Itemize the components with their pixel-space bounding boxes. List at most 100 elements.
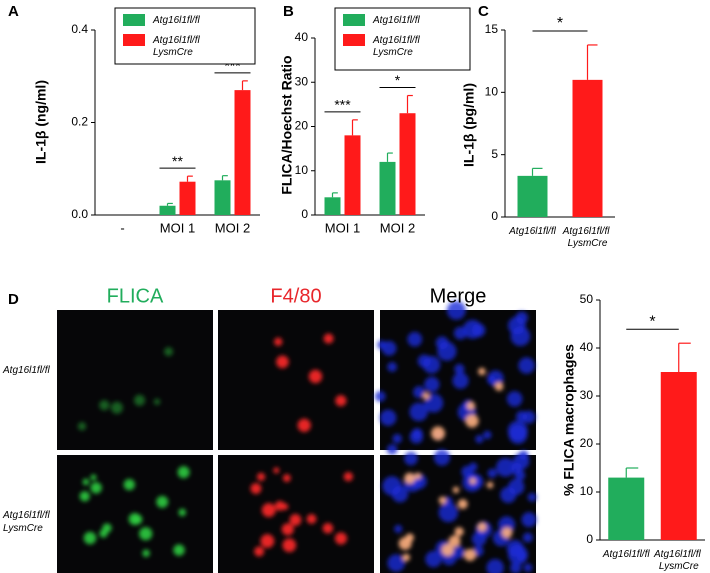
x-tick-label: Atg16l1fl/fl [602,549,650,560]
legend-swatch [123,34,145,46]
cell [90,482,102,494]
y-tick-label: 10 [485,85,499,99]
nucleus [454,363,465,375]
nucleus [435,336,449,350]
nucleus [387,554,406,572]
cell [477,522,487,532]
nucleus [404,451,418,466]
cell [457,499,468,510]
legend-label: Atg16l1fl/fl [152,15,200,26]
nucleus [510,326,531,347]
cell [142,549,150,557]
cell [335,395,347,407]
cell [343,471,353,482]
nucleus [496,457,516,477]
cell [276,355,289,369]
error-bar [406,94,413,114]
nucleus [506,391,523,407]
nucleus [507,420,528,441]
y-tick-label: 20 [580,436,594,450]
nucleus [446,300,466,320]
x-tick-label: MOI 2 [215,220,250,235]
y-tick-label: 15 [485,22,499,36]
cell [289,514,302,526]
cell [164,347,174,357]
y-tick-label: 30 [295,74,309,88]
bar [660,372,697,540]
cells [374,300,536,455]
nucleus [382,476,402,496]
nucleus [394,524,403,534]
nucleus [374,390,386,402]
x-tick-label: Atg16l1fl/fl LysmCre [562,226,612,249]
nucleus [516,551,527,562]
cell [90,474,97,481]
nucleus [514,470,526,481]
nucleus [518,357,535,374]
y-axis-label: % FLICA macrophages [561,344,577,496]
nucleus [407,331,423,347]
cell [404,472,416,484]
cell [465,414,479,428]
error-bar [678,342,691,372]
y-tick-label: 0 [586,532,593,546]
cell [99,400,110,411]
cell [153,398,161,406]
cell [273,467,280,474]
nucleus [379,409,397,426]
cell [414,472,422,480]
error-bar [351,119,358,136]
legend-swatch [123,14,145,26]
error-bar [531,167,543,176]
legend-label: Atg16l1fl/fl [372,15,420,26]
y-tick-label: 5 [491,147,498,161]
cell [405,533,414,542]
cell [133,394,146,406]
cell [139,527,153,541]
nucleus [523,563,533,573]
bar [159,205,176,215]
image-row-label: Atg16l1fl/fl [2,365,50,376]
panel-label: A [8,3,19,20]
micrograph [218,310,374,450]
y-tick-label: 0.2 [71,115,88,129]
cell [177,466,190,479]
error-bar [221,175,228,181]
bar [234,90,251,215]
cell [306,514,317,524]
nucleus [424,376,440,393]
error-bar [331,192,338,198]
x-tick-label: Atg16l1fl/fl [508,226,556,237]
significance-label: * [649,313,655,330]
cell [463,548,477,562]
nucleus [377,340,387,350]
nucleus [487,468,498,478]
significance-label: *** [334,97,351,113]
cell [173,544,185,556]
nucleus [522,410,536,424]
y-tick-label: 10 [580,484,594,498]
y-tick-label: 0 [491,209,498,223]
cell [250,483,262,494]
cell [156,495,169,508]
nucleus [411,428,423,439]
cell [282,538,297,553]
cell [281,523,294,536]
bar [572,79,603,217]
cell [452,486,460,494]
cell [256,472,266,481]
image-row-label: Atg16l1fl/fl LysmCre [2,510,52,534]
cell [282,474,291,482]
image-column-label: F4/80 [270,285,321,307]
cell [261,503,276,518]
nucleus [521,512,537,528]
legend-swatch [343,34,365,46]
nucleus [425,550,442,568]
legend-label: Atg16l1fl/fl LysmCre [372,35,422,58]
nucleus [422,356,441,374]
nucleus [409,402,429,422]
nucleus [386,444,398,455]
cell [323,333,334,344]
cell [274,500,285,511]
cell [297,418,311,432]
